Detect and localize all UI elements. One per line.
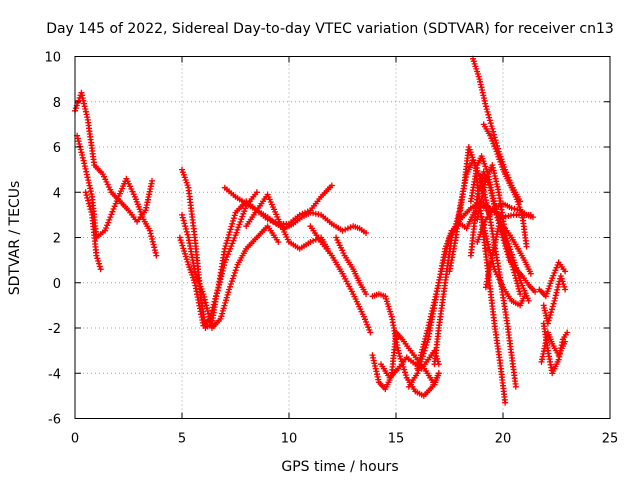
y-tick-label: -6 — [48, 413, 61, 428]
grid-lines — [75, 56, 610, 419]
series-track-27 — [538, 329, 569, 365]
plus-markers — [538, 329, 569, 365]
series-track-20 — [467, 168, 539, 295]
plus-markers — [446, 157, 519, 390]
series-track-10 — [333, 234, 369, 298]
x-tick-label: 5 — [178, 432, 186, 447]
plus-markers — [467, 168, 539, 295]
series-track-3 — [82, 189, 104, 273]
series-track-29 — [536, 259, 569, 300]
y-tick-label: 0 — [53, 277, 61, 292]
series-track-25 — [480, 121, 530, 250]
x-tick-label: 0 — [71, 432, 79, 447]
plus-markers — [480, 121, 530, 250]
series-track-5 — [179, 166, 260, 331]
x-tick-label: 15 — [388, 432, 405, 447]
y-tick-label: 6 — [53, 141, 61, 156]
x-tick-label: 25 — [602, 432, 619, 447]
plus-markers — [536, 259, 569, 300]
plus-markers — [333, 234, 369, 298]
series-track-21 — [474, 200, 536, 245]
plus-markers — [179, 211, 282, 331]
plus-markers — [474, 162, 532, 304]
series-track-1 — [72, 89, 155, 225]
series-track-2 — [74, 132, 160, 259]
plus-markers — [540, 273, 569, 327]
chart-title: Day 145 of 2022, Sidereal Day-to-day VTE… — [46, 21, 614, 37]
y-tick-label: 8 — [53, 96, 61, 111]
plus-markers — [179, 166, 260, 331]
x-tick-label: 10 — [281, 432, 298, 447]
y-axis-label: SDTVAR / TECUs — [7, 181, 23, 296]
plus-markers — [307, 223, 374, 336]
plus-markers — [221, 184, 369, 236]
y-tick-label: 10 — [44, 51, 61, 66]
y-tick-label: -2 — [48, 322, 61, 337]
y-tick-label: -4 — [48, 367, 61, 382]
series-track-28 — [540, 273, 569, 327]
series-track-9 — [307, 223, 374, 336]
plus-markers — [74, 132, 160, 259]
plus-markers — [82, 189, 104, 273]
axis-ticks: 0 5 10 15 20 25 -6 -4 -2 0 2 4 6 8 10 — [44, 51, 618, 447]
series-track-23 — [478, 214, 528, 309]
series-track-6 — [179, 211, 282, 331]
y-tick-label: 2 — [53, 232, 61, 247]
plus-markers — [478, 214, 528, 309]
plus-markers — [243, 191, 331, 252]
y-tick-label: 4 — [53, 186, 61, 201]
x-tick-label: 20 — [495, 432, 512, 447]
data-points — [72, 55, 571, 406]
series-track-19 — [474, 162, 532, 304]
series-track-7 — [221, 184, 369, 236]
series-track-22 — [482, 223, 534, 291]
x-axis-label: GPS time / hours — [281, 459, 398, 475]
